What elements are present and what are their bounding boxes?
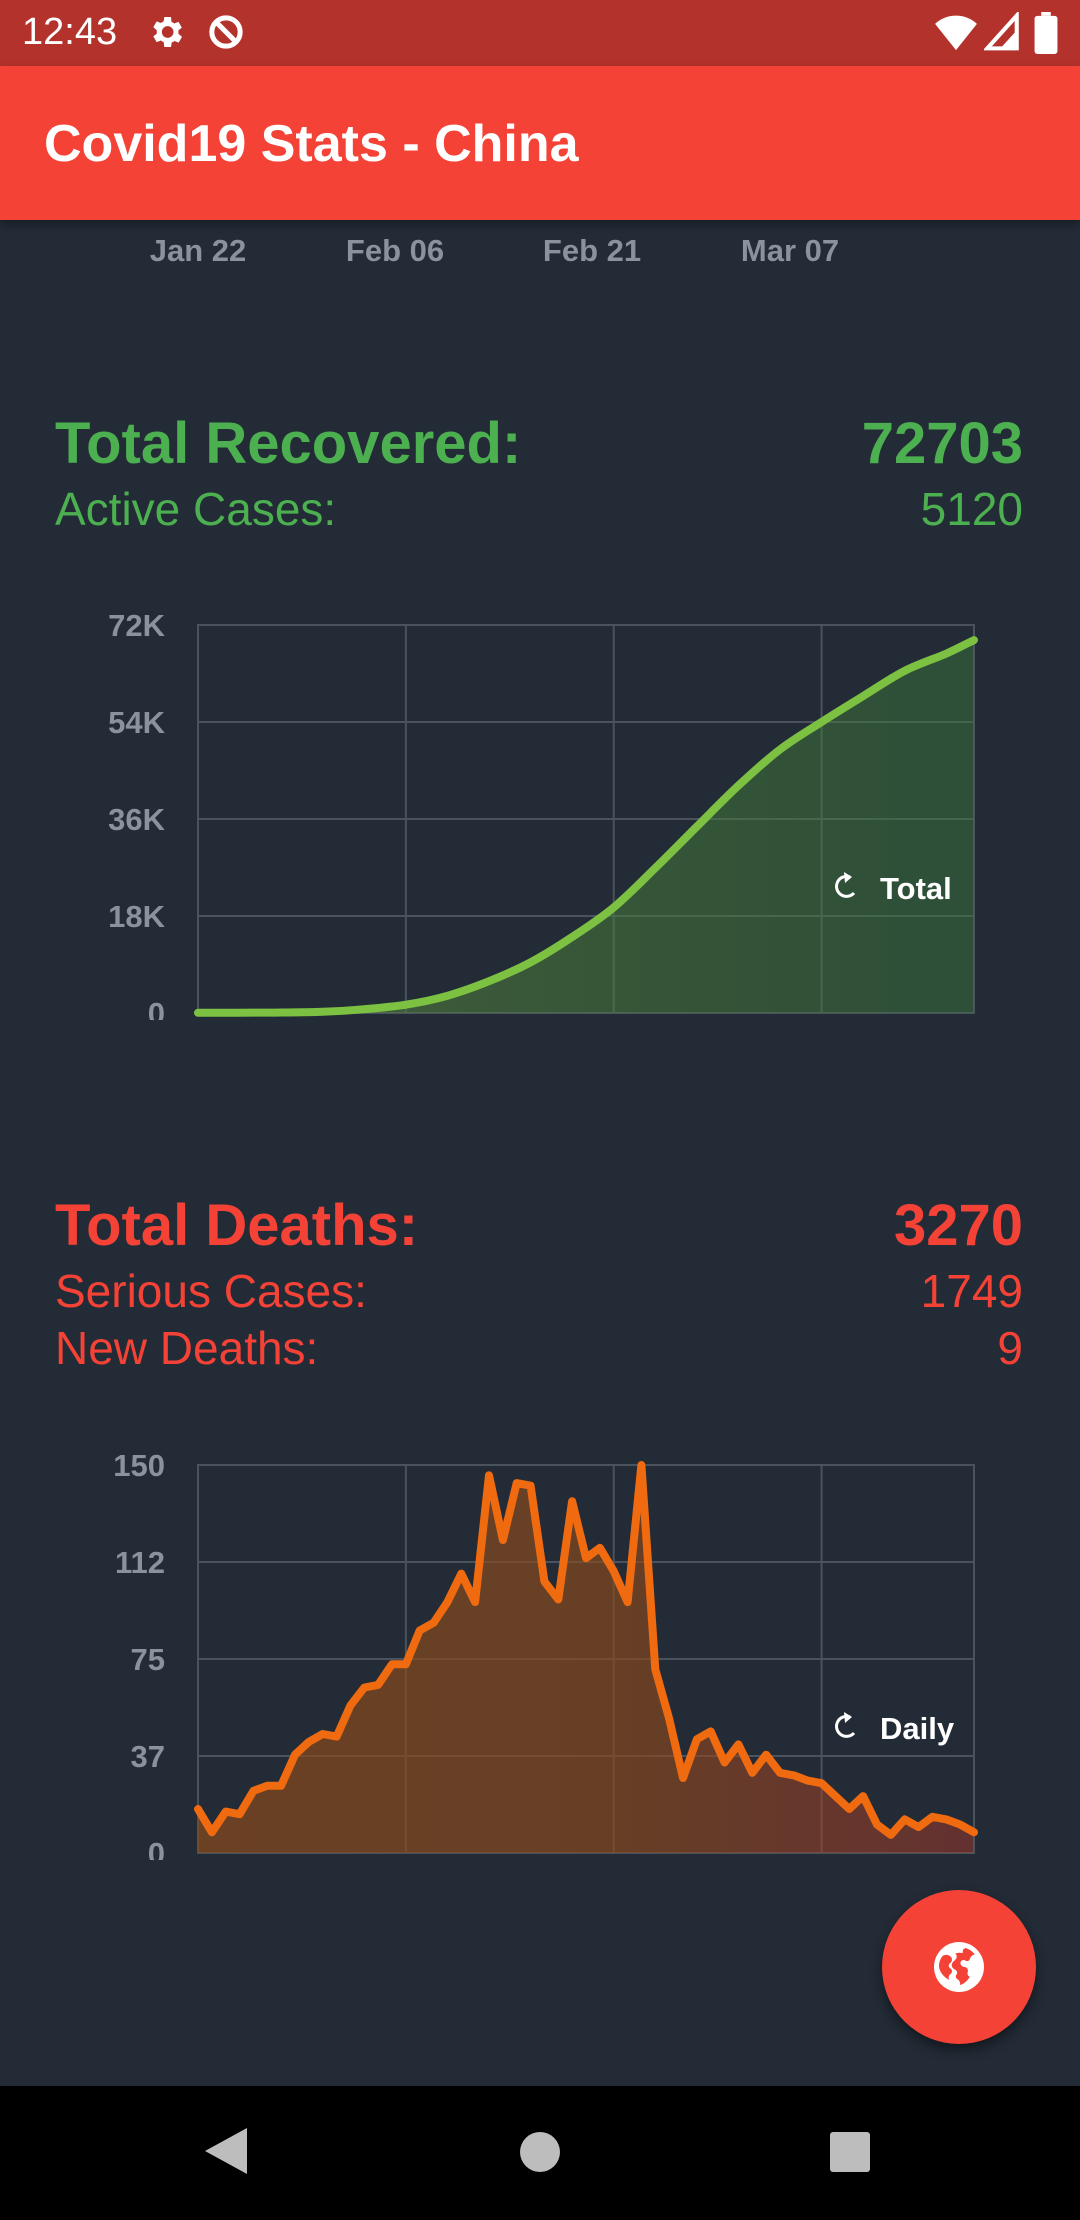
y-tick-label: 0: [148, 996, 165, 1020]
serious-cases-label: Serious Cases:: [55, 1265, 367, 1317]
active-cases-value: 5120: [920, 483, 1023, 535]
signal-icon: [984, 12, 1019, 51]
world-stats-button[interactable]: [882, 1890, 1036, 2044]
confirmed-chart-axis: Jan 22 Feb 06 Feb 21 Mar 07: [150, 233, 839, 268]
y-tick-label: 54K: [108, 705, 165, 740]
serious-cases-value: 1749: [920, 1265, 1023, 1317]
active-cases-label: Active Cases:: [55, 483, 337, 535]
x-tick-label: Mar 07: [741, 233, 839, 268]
app-bar: Covid19 Stats - China: [0, 66, 1080, 220]
deaths-area: [198, 1465, 974, 1853]
settings-icon: [153, 17, 182, 47]
daily-toggle[interactable]: Daily: [835, 1711, 955, 1746]
new-deaths-label: New Deaths:: [55, 1322, 319, 1374]
y-tick-label: 72K: [108, 608, 165, 643]
deaths-total-row: Total Deaths: 3270: [55, 1192, 1023, 1262]
back-icon[interactable]: [203, 2126, 249, 2176]
status-bar: 12:43: [0, 0, 1080, 66]
y-tick-label: 0: [148, 1836, 165, 1860]
new-deaths-value: 9: [997, 1322, 1023, 1374]
page-title: Covid19 Stats - China: [44, 115, 579, 173]
x-tick-label: Feb 06: [346, 233, 444, 268]
y-tick-label: 36K: [108, 802, 165, 837]
total-recovered-value: 72703: [861, 411, 1023, 476]
x-tick-label: Jan 22: [150, 233, 247, 268]
refresh-icon: [835, 1712, 856, 1738]
total-toggle[interactable]: Total: [835, 871, 952, 906]
serious-cases-row: Serious Cases: 1749: [55, 1264, 1023, 1324]
x-tick-label: Feb 21: [543, 233, 641, 268]
y-tick-label: 150: [113, 1448, 165, 1483]
stats-content[interactable]: Jan 22 Feb 06 Feb 21 Mar 07 Total Recove…: [0, 220, 1080, 2086]
total-deaths-value: 3270: [893, 1193, 1023, 1258]
refresh-icon: [835, 872, 856, 898]
new-deaths-row: New Deaths: 9: [55, 1321, 1023, 1381]
recovered-line: [194, 636, 978, 1017]
globe-icon: [934, 1942, 984, 1992]
recovered-area: [198, 640, 974, 1013]
total-deaths-label: Total Deaths:: [55, 1193, 419, 1258]
battery-icon: [1034, 12, 1058, 54]
total-recovered-label: Total Recovered:: [55, 411, 522, 476]
navigation-bar: [0, 2086, 1080, 2220]
active-cases-row: Active Cases: 5120: [55, 482, 1023, 542]
y-tick-label: 112: [115, 1545, 165, 1580]
y-axis-labels: 0 18K 36K 54K 72K: [108, 608, 165, 1020]
recents-icon[interactable]: [829, 2131, 871, 2173]
y-tick-label: 37: [131, 1739, 165, 1774]
status-time: 12:43: [22, 11, 118, 53]
daily-toggle-label: Daily: [880, 1711, 955, 1746]
data-saver-icon: [209, 15, 243, 49]
y-tick-label: 75: [131, 1642, 165, 1677]
wifi-icon: [935, 15, 977, 51]
home-icon[interactable]: [519, 2131, 561, 2173]
y-tick-label: 18K: [108, 899, 165, 934]
y-axis-labels: 0 37 75 112 150: [113, 1448, 165, 1860]
total-toggle-label: Total: [880, 871, 952, 906]
deaths-line: [194, 1461, 978, 1839]
recovered-total-row: Total Recovered: 72703: [55, 410, 1023, 480]
